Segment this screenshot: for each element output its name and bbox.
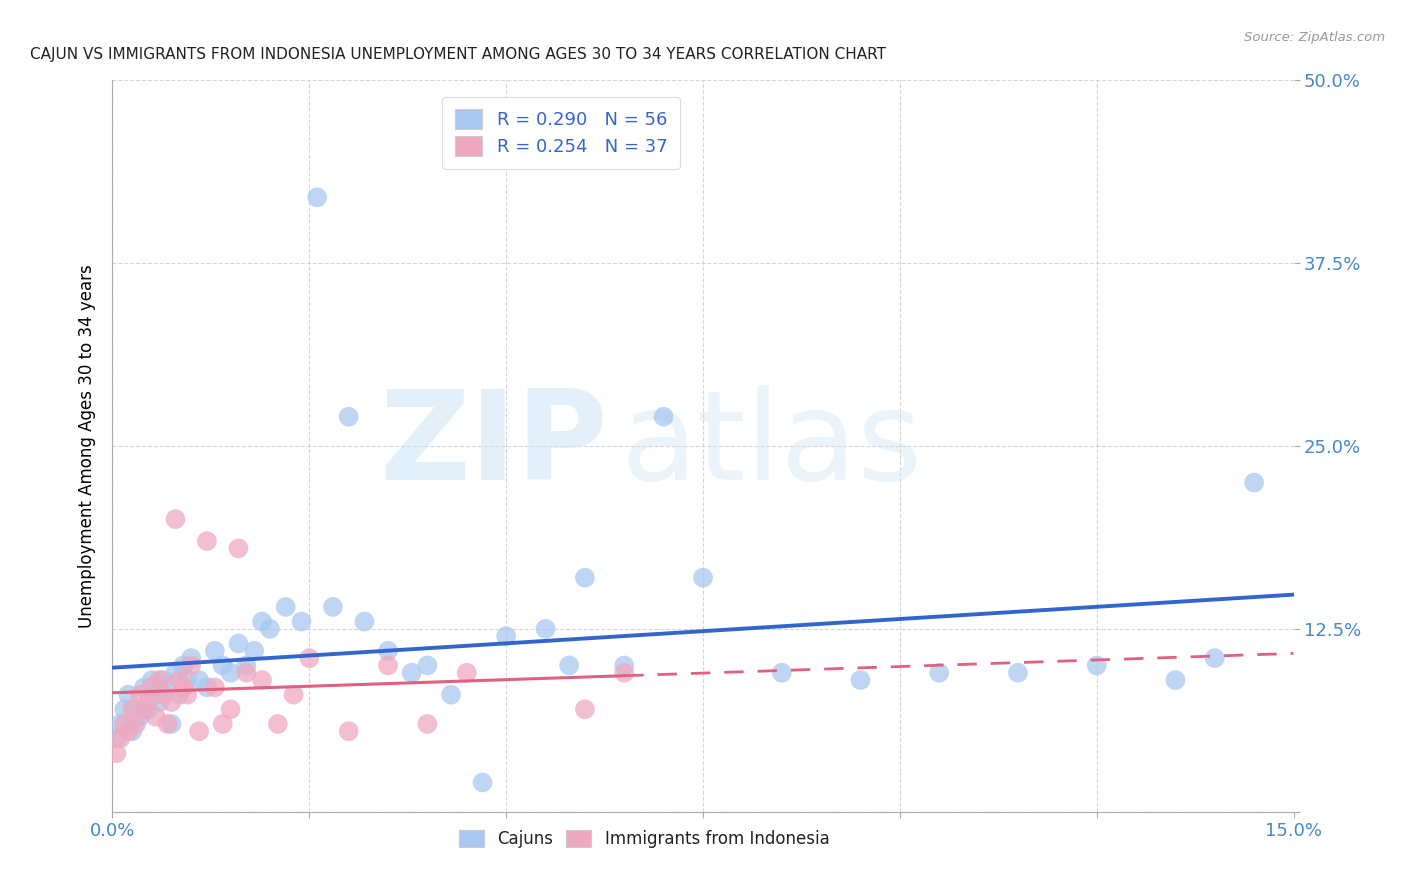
Point	[160, 717, 183, 731]
Point	[180, 651, 202, 665]
Point	[110, 717, 132, 731]
Point	[152, 673, 174, 687]
Point	[188, 724, 211, 739]
Point	[574, 571, 596, 585]
Point	[228, 541, 250, 556]
Y-axis label: Unemployment Among Ages 30 to 34 years: Unemployment Among Ages 30 to 34 years	[77, 264, 96, 628]
Point	[169, 673, 191, 687]
Point	[456, 665, 478, 680]
Point	[337, 409, 360, 424]
Point	[117, 688, 139, 702]
Point	[121, 724, 143, 739]
Point	[1007, 665, 1029, 680]
Point	[141, 673, 163, 687]
Point	[132, 681, 155, 695]
Point	[259, 622, 281, 636]
Point	[235, 665, 257, 680]
Point	[243, 644, 266, 658]
Point	[145, 709, 167, 723]
Point	[219, 702, 242, 716]
Point	[353, 615, 375, 629]
Point	[149, 695, 172, 709]
Point	[152, 688, 174, 702]
Point	[337, 724, 360, 739]
Point	[1164, 673, 1187, 687]
Point	[290, 615, 312, 629]
Legend: Cajuns, Immigrants from Indonesia: Cajuns, Immigrants from Indonesia	[451, 823, 837, 855]
Point	[534, 622, 557, 636]
Point	[145, 688, 167, 702]
Point	[105, 746, 128, 760]
Point	[298, 651, 321, 665]
Point	[558, 658, 581, 673]
Point	[188, 673, 211, 687]
Point	[105, 731, 128, 746]
Point	[613, 658, 636, 673]
Point	[129, 709, 152, 723]
Point	[1204, 651, 1226, 665]
Point	[322, 599, 344, 614]
Point	[770, 665, 793, 680]
Point	[180, 658, 202, 673]
Point	[204, 644, 226, 658]
Point	[928, 665, 950, 680]
Point	[401, 665, 423, 680]
Text: atlas: atlas	[620, 385, 922, 507]
Point	[377, 658, 399, 673]
Point	[176, 688, 198, 702]
Point	[219, 665, 242, 680]
Point	[156, 717, 179, 731]
Point	[195, 681, 218, 695]
Point	[211, 717, 233, 731]
Point	[112, 717, 135, 731]
Point	[307, 190, 329, 204]
Point	[267, 717, 290, 731]
Point	[156, 681, 179, 695]
Point	[125, 702, 148, 716]
Point	[176, 673, 198, 687]
Point	[169, 688, 191, 702]
Point	[652, 409, 675, 424]
Point	[141, 681, 163, 695]
Point	[250, 615, 273, 629]
Point	[204, 681, 226, 695]
Point	[692, 571, 714, 585]
Text: ZIP: ZIP	[380, 385, 609, 507]
Point	[849, 673, 872, 687]
Point	[377, 644, 399, 658]
Point	[165, 512, 187, 526]
Point	[121, 702, 143, 716]
Point	[136, 702, 159, 716]
Point	[250, 673, 273, 687]
Point	[165, 665, 187, 680]
Point	[1085, 658, 1108, 673]
Point	[495, 629, 517, 643]
Point	[440, 688, 463, 702]
Point	[172, 658, 194, 673]
Point	[125, 717, 148, 731]
Point	[228, 636, 250, 650]
Point	[613, 665, 636, 680]
Point	[136, 695, 159, 709]
Point	[283, 688, 305, 702]
Point	[129, 688, 152, 702]
Point	[149, 673, 172, 687]
Text: CAJUN VS IMMIGRANTS FROM INDONESIA UNEMPLOYMENT AMONG AGES 30 TO 34 YEARS CORREL: CAJUN VS IMMIGRANTS FROM INDONESIA UNEMP…	[30, 47, 886, 62]
Point	[574, 702, 596, 716]
Point	[195, 534, 218, 549]
Point	[235, 658, 257, 673]
Point	[211, 658, 233, 673]
Point	[110, 731, 132, 746]
Text: Source: ZipAtlas.com: Source: ZipAtlas.com	[1244, 31, 1385, 45]
Point	[132, 702, 155, 716]
Point	[112, 702, 135, 716]
Point	[172, 681, 194, 695]
Point	[1243, 475, 1265, 490]
Point	[274, 599, 297, 614]
Point	[117, 724, 139, 739]
Point	[416, 717, 439, 731]
Point	[471, 775, 494, 789]
Point	[160, 695, 183, 709]
Point	[416, 658, 439, 673]
